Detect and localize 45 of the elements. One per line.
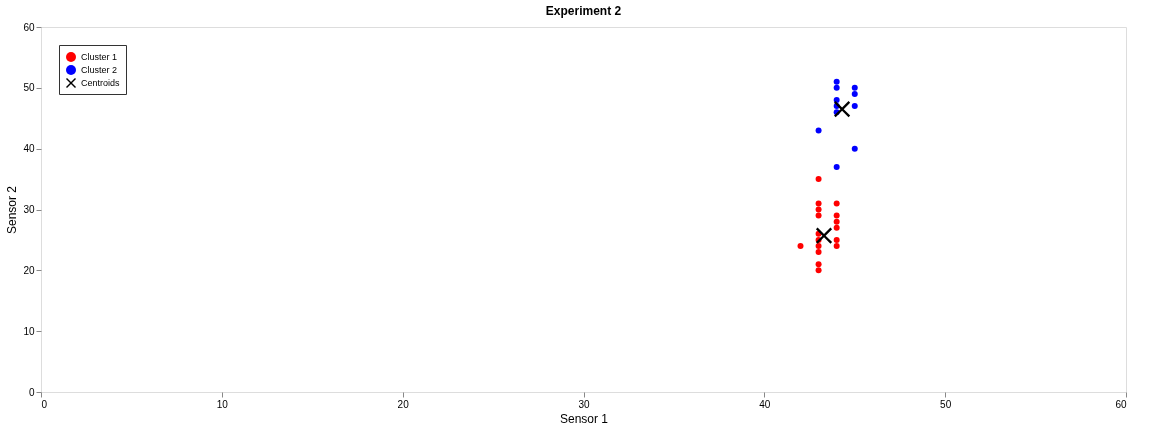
legend-label: Cluster 2 <box>81 65 118 75</box>
point <box>851 145 858 152</box>
point <box>815 212 822 219</box>
point <box>815 127 822 134</box>
y-tick-label: 0 <box>28 386 35 398</box>
point <box>815 249 822 256</box>
point <box>815 243 822 249</box>
point <box>815 176 822 183</box>
y-tick-label: 60 <box>23 21 35 33</box>
point <box>851 103 858 110</box>
chart-title: Experiment 2 <box>545 4 622 18</box>
x-tick-label: 50 <box>940 398 952 410</box>
y-tick-label: 50 <box>23 82 35 94</box>
x-tick-label: 30 <box>578 398 590 410</box>
point <box>833 224 840 231</box>
legend-label: Centroids <box>81 78 121 88</box>
point <box>833 218 840 225</box>
point <box>851 84 858 91</box>
x-tick-label: 60 <box>1115 398 1127 410</box>
x-tick-label: 0 <box>41 398 48 410</box>
x-tick-label: 20 <box>397 398 410 410</box>
y-tick-label: 30 <box>23 204 35 215</box>
point <box>833 84 840 91</box>
point <box>815 267 822 274</box>
point <box>815 200 822 207</box>
x-axis-title: Sensor 1 <box>559 411 609 426</box>
x-tick-label: 40 <box>759 398 771 410</box>
point <box>815 227 833 244</box>
point <box>833 212 840 219</box>
y-tick-label: 20 <box>23 264 35 276</box>
point <box>797 243 804 249</box>
point <box>833 236 840 243</box>
x-tick-label: 10 <box>216 398 229 410</box>
point <box>851 90 858 97</box>
legend-label: Cluster 1 <box>81 52 118 62</box>
y-tick-label: 10 <box>23 325 35 337</box>
y-axis-title: Sensor 2 <box>5 185 20 235</box>
point <box>815 261 822 268</box>
point <box>815 206 822 213</box>
point <box>833 163 840 170</box>
point <box>834 101 851 118</box>
point <box>833 243 840 249</box>
point <box>833 200 840 207</box>
point <box>833 78 840 85</box>
y-tick-label: 40 <box>23 143 35 155</box>
